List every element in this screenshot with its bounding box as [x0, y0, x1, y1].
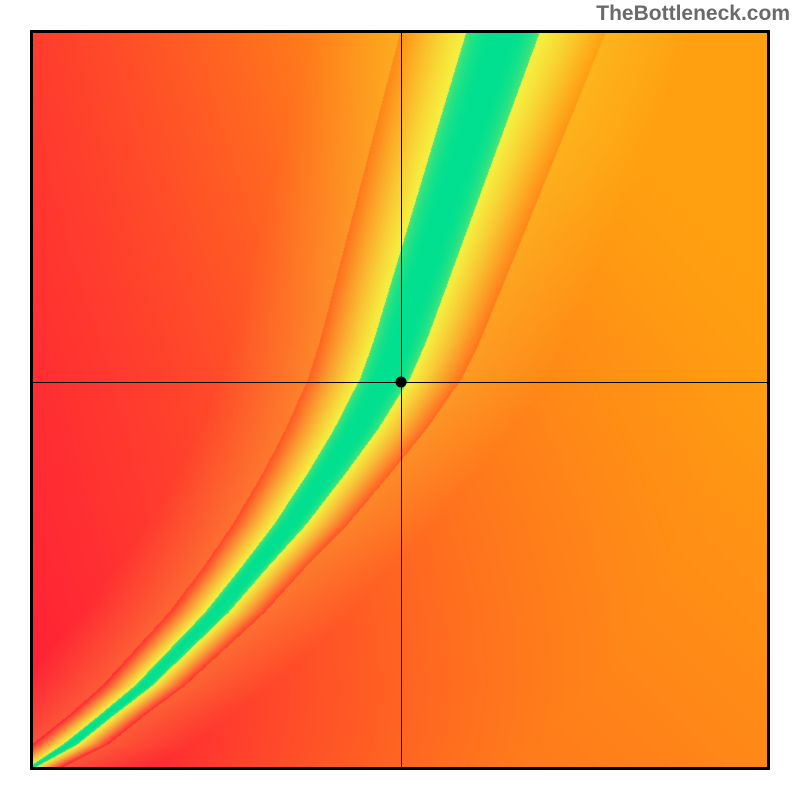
chart-container: TheBottleneck.com — [0, 0, 800, 800]
crosshair-vertical — [401, 33, 402, 767]
heatmap-canvas — [33, 33, 767, 767]
watermark-text: TheBottleneck.com — [596, 2, 790, 26]
chart-area — [30, 30, 770, 770]
data-point-marker — [396, 376, 407, 387]
